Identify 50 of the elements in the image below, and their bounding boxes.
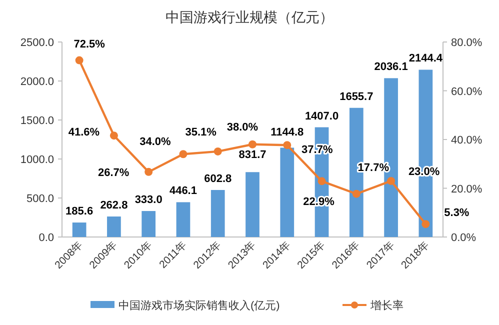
point bbox=[387, 176, 396, 185]
data-label: 602.8 bbox=[204, 172, 232, 185]
bar bbox=[280, 148, 294, 237]
bar bbox=[176, 202, 190, 237]
y-tick-label: 2000.0 bbox=[20, 76, 54, 88]
data-label: 34.0% bbox=[140, 136, 172, 148]
point bbox=[179, 150, 188, 158]
data-label: 333.0 bbox=[134, 194, 162, 206]
legend-label: 中国游戏市场实际销售收入(亿元) bbox=[118, 299, 280, 312]
y2-tick-label: 20.0% bbox=[451, 183, 482, 196]
data-label: 2036.1 bbox=[374, 61, 408, 74]
point bbox=[248, 140, 256, 148]
chart-title: 中国游戏行业规模（亿元） bbox=[166, 9, 334, 25]
data-label: 1144.8 bbox=[270, 126, 304, 139]
data-label: 1655.7 bbox=[340, 90, 374, 103]
data-label: 72.5% bbox=[74, 38, 106, 50]
data-label: 262.8 bbox=[100, 200, 128, 212]
bar bbox=[246, 172, 260, 237]
y-tick-label: 1000.0 bbox=[20, 154, 54, 166]
data-label: 5.3% bbox=[444, 207, 470, 220]
data-label: 185.6 bbox=[66, 206, 94, 218]
y-tick-label: 1500.0 bbox=[20, 115, 54, 127]
y-tick-label: 2500.0 bbox=[20, 37, 54, 49]
point bbox=[318, 177, 326, 186]
data-label: 26.7% bbox=[98, 166, 130, 179]
legend-label: 增长率 bbox=[370, 299, 404, 312]
y2-tick-label: 80.0% bbox=[451, 37, 482, 49]
y2-tick-label: 0.0% bbox=[451, 232, 476, 244]
point bbox=[283, 141, 292, 150]
point bbox=[352, 190, 360, 198]
y-tick-label: 0.0 bbox=[38, 232, 54, 244]
point bbox=[422, 220, 430, 228]
data-label: 35.1% bbox=[185, 126, 217, 138]
y2-tick-label: 60.0% bbox=[451, 86, 482, 98]
data-label: 831.7 bbox=[238, 149, 266, 162]
data-label: 38.0% bbox=[226, 121, 258, 134]
y2-tick-label: 40.0% bbox=[451, 134, 482, 146]
data-label: 41.6% bbox=[68, 126, 100, 139]
bar bbox=[72, 222, 86, 237]
bar bbox=[142, 211, 156, 237]
data-label: 446.1 bbox=[169, 185, 197, 198]
point bbox=[75, 56, 84, 64]
data-label: 2144.4 bbox=[408, 52, 444, 65]
point bbox=[214, 147, 222, 156]
bar bbox=[107, 216, 121, 237]
point bbox=[144, 168, 153, 176]
data-label: 1407.0 bbox=[304, 110, 339, 122]
point bbox=[110, 132, 118, 140]
bar bbox=[210, 190, 225, 237]
y-tick-label: 500.0 bbox=[26, 193, 54, 205]
